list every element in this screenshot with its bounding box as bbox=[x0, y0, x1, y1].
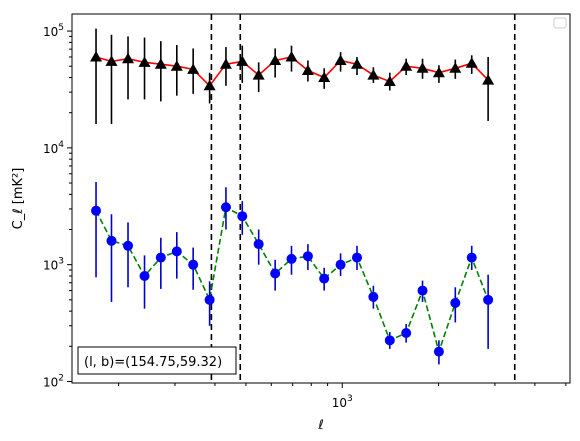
series-1-marker bbox=[237, 211, 248, 222]
axes-frame bbox=[71, 13, 571, 384]
series-1-marker bbox=[188, 259, 199, 270]
series-0-marker bbox=[122, 52, 135, 64]
series-1-marker bbox=[286, 253, 297, 264]
legend-box bbox=[553, 17, 567, 29]
series-0-marker bbox=[236, 55, 249, 66]
errorbars bbox=[95, 28, 489, 365]
series-0-marker bbox=[416, 62, 429, 73]
series-1-marker bbox=[335, 259, 346, 270]
series-1-marker bbox=[352, 252, 363, 263]
x-axis-label: ℓ bbox=[317, 418, 323, 433]
series-0-marker bbox=[465, 57, 478, 68]
series-1-line bbox=[95, 206, 489, 355]
series-1-marker bbox=[433, 346, 444, 357]
series-1-marker bbox=[302, 251, 313, 262]
series-0-marker bbox=[187, 63, 200, 74]
series-0-marker bbox=[351, 58, 364, 69]
series-1-marker bbox=[483, 294, 494, 305]
series-1-marker bbox=[368, 291, 379, 302]
series-0-marker bbox=[432, 66, 445, 78]
annotation-frame bbox=[77, 346, 237, 375]
series-0-marker bbox=[301, 64, 314, 75]
series-1-marker bbox=[139, 270, 150, 281]
series-0-marker bbox=[105, 55, 118, 66]
series-1-marker bbox=[417, 285, 428, 296]
series-1-marker bbox=[401, 327, 412, 338]
y-tick-label: 104 bbox=[43, 140, 64, 156]
annotation-box: (l, b)=(154.75,59.32) bbox=[77, 346, 237, 375]
y-tick-label: 105 bbox=[43, 23, 64, 39]
y-tick-label: 103 bbox=[43, 257, 64, 273]
series-1-marker bbox=[220, 202, 231, 213]
series-1-marker bbox=[106, 235, 117, 246]
series-0-marker bbox=[449, 62, 462, 73]
series-1-marker bbox=[253, 239, 264, 250]
series-0-marker bbox=[269, 54, 282, 65]
axis-tick-labels: 103 102 103 104 105 bbox=[43, 23, 353, 410]
series-1-marker bbox=[91, 205, 102, 216]
series-0-marker bbox=[219, 58, 232, 69]
reference-vlines bbox=[210, 14, 516, 383]
series-0-marker bbox=[138, 56, 151, 67]
series-0-marker bbox=[318, 71, 331, 83]
series-1-marker bbox=[319, 273, 330, 284]
series-1-marker bbox=[155, 252, 166, 263]
series-0-marker bbox=[252, 69, 265, 80]
series-0-marker bbox=[170, 60, 183, 71]
series-1-marker bbox=[204, 294, 215, 305]
series-1-marker bbox=[171, 246, 182, 257]
series-1-marker bbox=[123, 240, 134, 251]
series-0-marker bbox=[90, 50, 103, 62]
series-0-marker bbox=[334, 54, 347, 65]
y-axis-label: C_ℓ [mK²] bbox=[11, 168, 26, 230]
series-1-marker bbox=[466, 252, 477, 263]
series-0-marker bbox=[482, 74, 495, 85]
series-0-marker bbox=[285, 50, 298, 62]
markers bbox=[90, 50, 495, 357]
series-lines bbox=[95, 56, 489, 355]
series-0-marker bbox=[154, 58, 167, 69]
series-1-marker bbox=[384, 335, 395, 346]
annotation-text: (l, b)=(154.75,59.32) bbox=[84, 355, 222, 370]
series-1-marker bbox=[450, 297, 461, 308]
series-0-marker bbox=[383, 75, 396, 86]
series-1-marker bbox=[270, 268, 281, 279]
series-0-marker bbox=[367, 69, 380, 80]
series-0-marker bbox=[203, 79, 216, 91]
series-0-marker bbox=[400, 60, 413, 71]
x-tick-label: 103 bbox=[332, 394, 353, 410]
y-tick-label: 102 bbox=[43, 373, 64, 389]
